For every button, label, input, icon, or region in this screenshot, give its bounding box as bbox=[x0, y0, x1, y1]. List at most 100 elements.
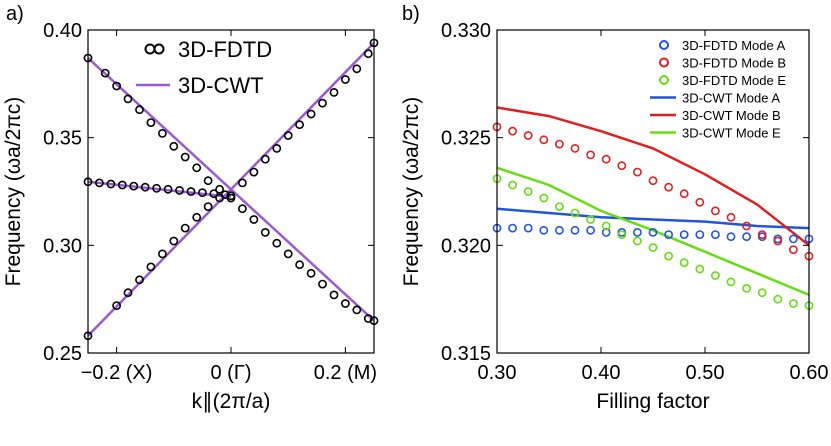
chart-0-series-1-point bbox=[169, 141, 179, 151]
chart-b: 0.30 0.40 0.50 0.60 0.315 0.320 0.325 0.330 Fill… bbox=[400, 20, 828, 413]
chart-0-y-axis-label: Frequency (ωa/2πc) bbox=[2, 97, 25, 287]
chart-0-series-1-point bbox=[203, 176, 213, 186]
chart-1-series-0-point bbox=[523, 223, 533, 233]
chart-1-series-2-point bbox=[633, 236, 642, 246]
chart-0-series-2-point bbox=[95, 178, 104, 188]
chart-1-series-2-point bbox=[742, 283, 751, 293]
chart-0-series-0-point bbox=[352, 64, 362, 74]
chart-1-legend-label: 3D-FDTD Mode B bbox=[682, 56, 786, 71]
chart-1-series-0-point bbox=[648, 227, 658, 237]
chart-1-legend-label: 3D-CWT Mode E bbox=[682, 126, 781, 141]
chart-a: −0.2 (X) 0 (Γ) 0.2 (M) 0.25 0.30 0.35 0.40 k∥(2… bbox=[2, 20, 379, 413]
chart-1-legend-label: 3D-FDTD Mode A bbox=[682, 38, 786, 53]
chart-0-series-2-point bbox=[220, 190, 230, 200]
chart-1-x-tick-label: 0.40 bbox=[582, 362, 621, 384]
chart-1-series-2-point bbox=[711, 271, 720, 280]
chart-0-series-0-point bbox=[329, 88, 339, 97]
chart-0-y-tick-label: 0.30 bbox=[43, 235, 82, 257]
chart-1-y-axis-label: Frequency (ωa/2πc) bbox=[400, 97, 423, 287]
chart-1-series-2-point bbox=[617, 230, 627, 239]
chart-0-legend-marker-fdtd bbox=[144, 43, 156, 55]
panel-a-label: a) bbox=[6, 3, 24, 25]
chart-1-legend-label: 3D-CWT Mode B bbox=[682, 108, 781, 123]
chart-1-series-0-point bbox=[508, 223, 517, 233]
chart-1-x-tick-label: 0.60 bbox=[790, 362, 829, 384]
chart-0-legend-marker-fdtd bbox=[153, 43, 165, 55]
chart-0-series-0-point bbox=[363, 49, 373, 59]
chart-1-series-2-point bbox=[664, 251, 673, 261]
chart-1-series-0-point bbox=[555, 225, 564, 235]
chart-1-series-2-point bbox=[508, 180, 517, 190]
chart-0-series-2-point bbox=[163, 184, 173, 194]
chart-0-y-tick-label: 0.25 bbox=[43, 343, 82, 365]
chart-1-series-2-point bbox=[757, 288, 767, 298]
chart-0-x-tick-label: −0.2 (X) bbox=[81, 362, 153, 384]
chart-0-series-0-point bbox=[112, 301, 121, 310]
chart-0-series-1-point bbox=[249, 215, 259, 224]
chart-1-series-line-5 bbox=[496, 166, 810, 297]
chart-1-series-2-point bbox=[789, 299, 798, 308]
chart-0-legend-label: 3D-CWT bbox=[178, 73, 264, 98]
chart-1-series-1-point bbox=[539, 135, 549, 145]
chart-1-series-1-point bbox=[555, 139, 564, 149]
chart-0-series-0-point bbox=[169, 236, 179, 246]
chart-0-series-2-point bbox=[140, 182, 150, 192]
chart-1-series-1-point bbox=[711, 206, 720, 216]
chart-1-series-1-point bbox=[742, 221, 751, 231]
chart-1-series-0-point bbox=[633, 227, 642, 237]
chart-1-series-0-point bbox=[711, 230, 720, 239]
chart-0-series-0-point bbox=[272, 143, 282, 153]
chart-0-series-2-point bbox=[152, 183, 161, 193]
chart-1-series-2-point bbox=[726, 277, 736, 287]
chart-0-series-0-point bbox=[180, 223, 190, 233]
chart-1-plot-frame bbox=[496, 29, 810, 354]
chart-1-series-1-point bbox=[773, 236, 783, 246]
chart-0-series-2-point bbox=[186, 187, 196, 196]
chart-1-series-1-point bbox=[617, 161, 627, 171]
chart-1-series-0-point bbox=[726, 232, 736, 242]
chart-0-series-1-point bbox=[295, 260, 304, 270]
chart-1-legend-label: 3D-CWT Mode A bbox=[682, 91, 780, 106]
chart-1-legend-marker bbox=[659, 57, 669, 68]
chart-0-series-1-point bbox=[112, 81, 121, 91]
chart-0-series-0-point bbox=[146, 262, 156, 272]
chart-0-series-1-point bbox=[192, 163, 202, 173]
chart-1-series-1-point bbox=[757, 230, 767, 239]
chart-1-series-2-point bbox=[648, 243, 658, 252]
chart-1-x-tick-label: 0.30 bbox=[478, 362, 517, 384]
chart-1-series-1-point bbox=[679, 189, 689, 199]
chart-0-series-1-point bbox=[318, 279, 327, 289]
chart-0-series-1-point bbox=[272, 238, 282, 248]
chart-0-series-line-4 bbox=[87, 57, 375, 322]
chart-1-series-1-point bbox=[648, 176, 658, 186]
chart-1-y-tick-label: 0.320 bbox=[441, 235, 491, 257]
chart-1-legend-marker bbox=[659, 75, 669, 85]
chart-0-series-1-point bbox=[135, 105, 144, 115]
chart-1-x-axis-label: Filling factor bbox=[596, 390, 709, 413]
chart-1-y-tick-label: 0.330 bbox=[441, 20, 491, 42]
chart-1-series-1-point bbox=[664, 182, 673, 192]
chart-0-series-0-point bbox=[283, 131, 293, 140]
chart-0-series-0-point bbox=[135, 275, 144, 285]
chart-0-series-0-point bbox=[306, 109, 316, 119]
chart-0-series-2-point bbox=[117, 180, 127, 190]
chart-1-series-1-point bbox=[570, 143, 580, 153]
chart-0-series-0-point bbox=[340, 75, 350, 84]
chart-1-series-0-point bbox=[742, 232, 751, 242]
chart-0-series-0-point bbox=[123, 288, 133, 298]
chart-1-series-0-point bbox=[539, 225, 549, 235]
chart-0-series-1-point bbox=[100, 68, 110, 78]
chart-1-series-2-point bbox=[679, 258, 689, 267]
chart-0-series-1-point bbox=[352, 305, 362, 315]
chart-0-series-0-point bbox=[192, 212, 202, 222]
chart-0-legend-label: 3D-FDTD bbox=[178, 37, 272, 62]
chart-0-series-0-point bbox=[260, 154, 270, 164]
chart-1-series-1-point bbox=[523, 131, 533, 140]
chart-0-series-1-point bbox=[157, 128, 167, 138]
chart-0-series-0-point bbox=[249, 167, 259, 177]
chart-0-series-2-point bbox=[175, 185, 184, 195]
chart-1-series-1-point bbox=[586, 150, 595, 160]
chart-0-series-0-point bbox=[237, 178, 247, 188]
chart-0-series-1-point bbox=[215, 184, 224, 194]
chart-0-series-2-point bbox=[197, 188, 207, 197]
